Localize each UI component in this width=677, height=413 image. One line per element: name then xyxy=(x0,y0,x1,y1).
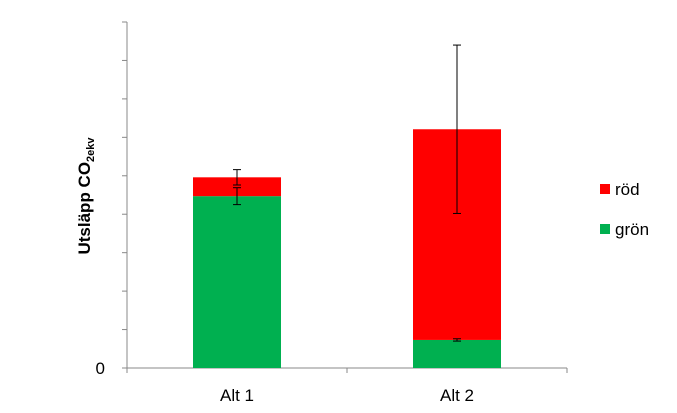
bar-segment xyxy=(413,339,501,368)
legend-label: röd xyxy=(615,180,640,199)
bar-segment xyxy=(193,196,281,368)
bar-segment xyxy=(193,177,281,197)
y-label-subscript: 2ekv xyxy=(85,137,97,162)
error-bar xyxy=(233,187,241,206)
error-bar xyxy=(233,169,241,186)
legend-swatch xyxy=(600,224,610,234)
y-axis-label: Utsläpp CO2ekv xyxy=(75,137,97,255)
error-bar xyxy=(453,44,461,214)
x-tick-label: Alt 2 xyxy=(440,386,474,405)
legend-swatch xyxy=(600,184,610,194)
error-bar xyxy=(453,338,461,342)
x-tick-label: Alt 1 xyxy=(220,386,254,405)
y-tick-label: 0 xyxy=(96,359,105,378)
y-label-text: Utsläpp CO xyxy=(75,162,94,255)
legend-label: grön xyxy=(615,220,649,239)
